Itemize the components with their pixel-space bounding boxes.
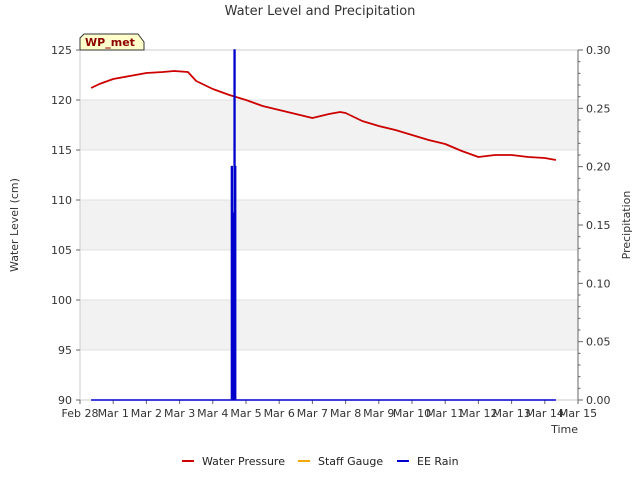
grid-band [80, 200, 578, 250]
y-left-tick-label: 115 [51, 144, 72, 157]
grid-band [80, 100, 578, 150]
site-badge: WP_met [79, 33, 145, 51]
x-axis: Feb 28 Mar 1 Mar 2 Mar 3 Mar 4 Mar 5 Mar 6 Mar … [62, 400, 597, 420]
x-tick-label: Mar 14 [526, 407, 564, 420]
y-right-tick-label: 0.20 [586, 161, 611, 174]
y-axis-left: 90 95 100 105 110 115 120 125 [51, 44, 80, 407]
y-left-tick-label: 90 [58, 394, 72, 407]
x-tick-label: Mar 7 [297, 407, 328, 420]
legend: Water Pressure Staff Gauge EE Rain [182, 455, 459, 468]
x-tick-label: Mar 5 [230, 407, 261, 420]
y-left-tick-label: 125 [51, 44, 72, 57]
grid-bands [80, 49, 578, 401]
x-tick-label: Mar 8 [330, 407, 361, 420]
x-tick-label: Feb 28 [62, 407, 99, 420]
x-tick-label: Mar 10 [393, 407, 431, 420]
rain-bar [232, 213, 234, 400]
legend-label-ee-rain: EE Rain [417, 455, 459, 468]
y-right-tick-label: 0.10 [586, 277, 611, 290]
legend-label-water-pressure: Water Pressure [202, 455, 285, 468]
y-right-tick-label: 0.15 [586, 219, 611, 232]
rain-bar [234, 50, 236, 400]
y-axis-right-title: Precipitation [620, 191, 633, 260]
x-tick-label: Mar 15 [559, 407, 597, 420]
chart-title: Water Level and Precipitation [225, 4, 416, 19]
y-right-tick-label: 0.00 [586, 394, 611, 407]
x-tick-label: Mar 4 [197, 407, 228, 420]
rain-bar [234, 166, 236, 400]
y-right-tick-label: 0.25 [586, 102, 611, 115]
series-layer [90, 49, 557, 401]
x-tick-label: Mar 13 [492, 407, 530, 420]
y-left-tick-label: 100 [51, 294, 72, 307]
x-tick-label: Mar 2 [131, 407, 162, 420]
x-axis-title: Time [550, 423, 578, 436]
x-tick-label: Mar 6 [264, 407, 295, 420]
x-tick-label: Mar 3 [164, 407, 195, 420]
x-tick-label: Mar 12 [459, 407, 497, 420]
y-left-tick-label: 95 [58, 344, 72, 357]
y-left-tick-label: 120 [51, 94, 72, 107]
site-badge-label: WP_met [85, 36, 135, 49]
y-axis-right: 0.00 0.05 0.10 0.15 0.20 0.25 0.30 [577, 44, 611, 407]
legend-label-staff-gauge: Staff Gauge [318, 455, 383, 468]
y-right-tick-label: 0.05 [586, 336, 611, 349]
site-badge-shape [79, 33, 145, 51]
x-tick-label: Mar 9 [363, 407, 394, 420]
y-left-tick-label: 105 [51, 244, 72, 257]
y-axis-left-title: Water Level (cm) [8, 178, 21, 272]
series-line-water-pressure [90, 70, 557, 161]
y-right-tick-label: 0.30 [586, 44, 611, 57]
grid-band [80, 300, 578, 350]
x-tick-label: Mar 1 [98, 407, 129, 420]
rain-bar [231, 166, 233, 400]
y-left-tick-label: 110 [51, 194, 72, 207]
x-tick-label: Mar 11 [426, 407, 464, 420]
